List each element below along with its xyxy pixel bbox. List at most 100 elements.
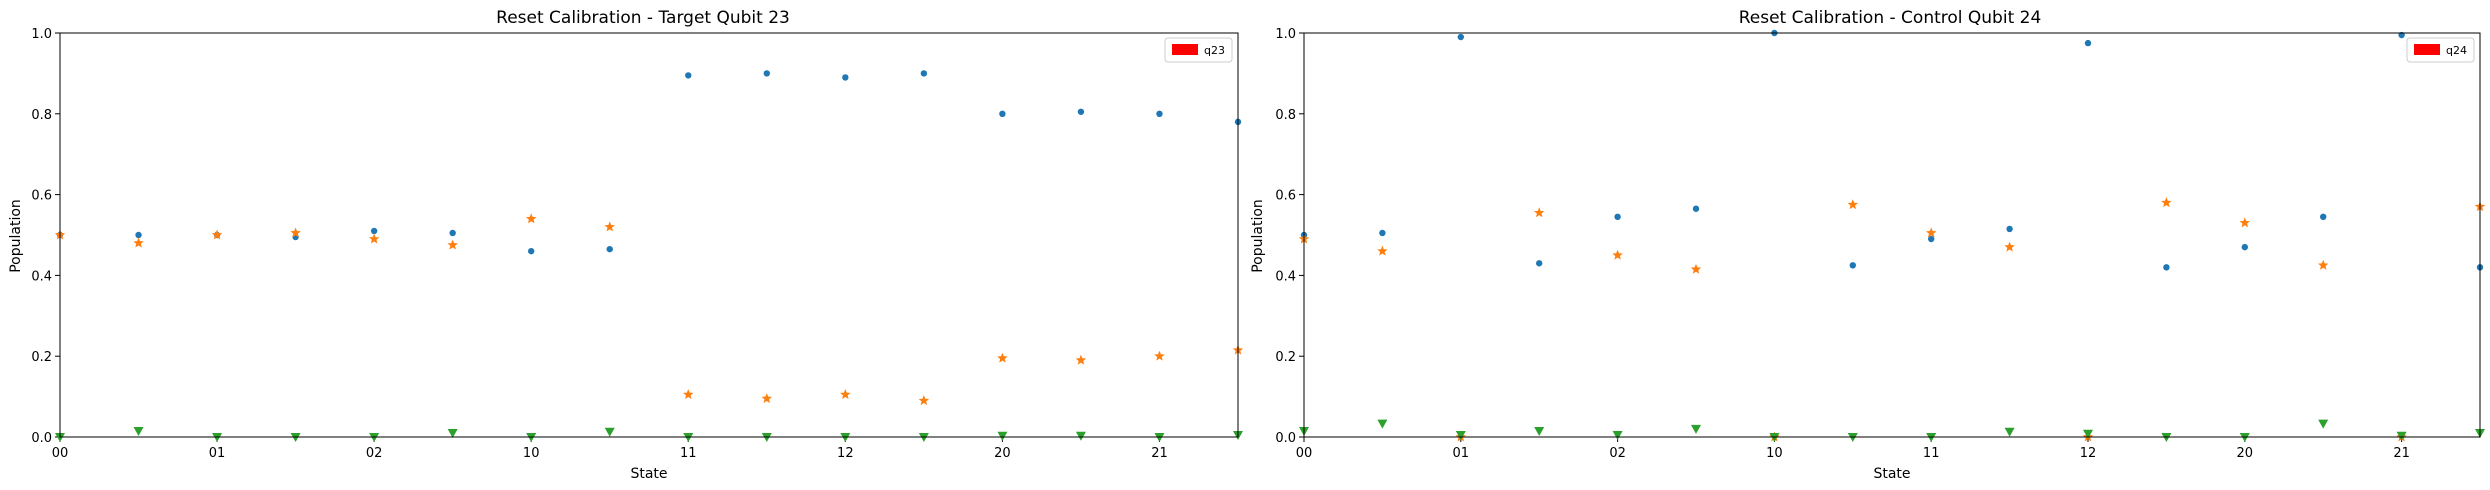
chart-title: Reset Calibration - Control Qubit 24 xyxy=(1739,8,2042,28)
plot-frame xyxy=(1303,32,2481,438)
x-tick-label: 01 xyxy=(1453,446,1470,461)
x-tick-label: 10 xyxy=(523,446,540,461)
data-point-dot xyxy=(920,70,928,77)
data-point-dot xyxy=(606,245,613,253)
y-tick-label: 0.0 xyxy=(31,431,52,446)
data-point-dot xyxy=(1928,235,1935,243)
data-point-star xyxy=(133,237,144,248)
data-points xyxy=(54,70,1244,442)
data-point-star xyxy=(1690,263,1702,274)
x-tick-label: 12 xyxy=(837,446,854,461)
ticks: 00 01 02 10 11 12 20 21 0.0 0.2 0.4 0.6 0.8 1.0 xyxy=(31,27,1167,461)
chart-control-qubit-24: Reset Calibration - Control Qubit 24 Sta… xyxy=(1250,8,2486,482)
data-point-dot xyxy=(1692,205,1700,212)
y-tick-label: 0.2 xyxy=(31,350,52,365)
data-point-dot xyxy=(1457,33,1465,41)
data-point-triangle xyxy=(2396,431,2407,441)
data-point-triangle xyxy=(2004,427,2015,437)
data-point-dot xyxy=(685,72,692,79)
data-point-star xyxy=(1847,199,1859,210)
data-point-dot xyxy=(842,74,849,81)
y-tick-label: 0.8 xyxy=(1275,108,1296,123)
y-tick-label: 0.6 xyxy=(1275,189,1296,204)
legend-patch-q23 xyxy=(1172,44,1198,55)
y-tick-label: 0.6 xyxy=(31,189,52,204)
y-tick-label: 0.2 xyxy=(1275,350,1296,365)
x-tick-label: 02 xyxy=(366,446,383,461)
x-tick-label: 10 xyxy=(1766,446,1783,461)
x-tick-label: 01 xyxy=(209,446,226,461)
data-point-dot xyxy=(1849,262,1857,269)
data-point-triangle xyxy=(447,428,458,438)
x-axis-label: State xyxy=(1873,466,1910,482)
x-tick-label: 12 xyxy=(2080,446,2097,461)
data-point-triangle xyxy=(133,426,144,436)
data-points xyxy=(1298,29,2486,442)
y-tick-label: 0.0 xyxy=(1275,431,1296,446)
data-point-star xyxy=(761,393,773,404)
legend-label-q23: q23 xyxy=(1204,44,1225,57)
data-point-dot xyxy=(2241,243,2248,251)
x-tick-label: 20 xyxy=(2237,446,2254,461)
data-point-dot xyxy=(528,247,535,255)
data-point-star xyxy=(525,213,537,224)
legend-patch-q24 xyxy=(2414,44,2440,55)
y-tick-label: 1.0 xyxy=(31,27,52,42)
data-point-star xyxy=(1377,245,1388,256)
data-point-triangle xyxy=(1534,426,1545,436)
plot-frame xyxy=(59,32,1239,438)
data-point-star xyxy=(1925,227,1937,238)
data-point-dot xyxy=(370,227,378,235)
data-point-triangle xyxy=(1075,431,1086,441)
data-point-dot xyxy=(1077,108,1085,115)
data-point-star xyxy=(683,389,694,400)
chart-title: Reset Calibration - Target Qubit 23 xyxy=(496,8,790,28)
data-point-star xyxy=(2317,259,2329,270)
data-point-dot xyxy=(2163,264,2170,271)
legend: q23 xyxy=(1164,37,1233,63)
data-point-star xyxy=(1075,354,1087,365)
data-point-dot xyxy=(763,70,770,77)
data-point-triangle xyxy=(1377,419,1388,429)
data-point-triangle xyxy=(604,427,615,437)
x-tick-label: 21 xyxy=(2393,446,2410,461)
data-point-dot xyxy=(1536,260,1543,267)
x-tick-label: 00 xyxy=(52,446,69,461)
x-tick-label: 21 xyxy=(1151,446,1168,461)
data-point-star xyxy=(447,239,458,250)
data-point-star xyxy=(840,389,851,400)
data-point-star xyxy=(604,221,615,232)
data-point-star xyxy=(2239,217,2251,228)
chart-target-qubit-23: Reset Calibration - Target Qubit 23 Stat… xyxy=(8,8,1244,482)
data-point-dot xyxy=(449,229,456,237)
data-point-star xyxy=(211,229,223,240)
data-point-star xyxy=(368,233,380,244)
data-point-dot xyxy=(2320,213,2327,221)
data-point-triangle xyxy=(2083,429,2093,439)
x-tick-label: 11 xyxy=(1923,446,1940,461)
data-point-star xyxy=(2161,197,2172,208)
data-point-triangle xyxy=(1691,424,1701,434)
data-point-dot xyxy=(999,110,1006,118)
data-point-dot xyxy=(2084,39,2092,47)
y-tick-label: 0.4 xyxy=(1275,269,1296,284)
data-point-star xyxy=(997,352,1008,363)
data-point-star xyxy=(1154,350,1165,361)
x-axis-label: State xyxy=(630,466,667,482)
data-point-triangle xyxy=(1612,430,1623,440)
x-tick-label: 02 xyxy=(1609,446,1626,461)
y-tick-label: 0.4 xyxy=(31,269,52,284)
data-point-triangle xyxy=(2318,419,2329,429)
data-point-dot xyxy=(1614,213,1621,221)
data-point-star xyxy=(918,395,930,406)
data-point-dot xyxy=(135,231,142,239)
ticks: 00 01 02 10 11 12 20 21 0.0 0.2 0.4 0.6 0.8 1.0 xyxy=(1275,27,2410,461)
y-axis-label: Population xyxy=(1250,199,1266,273)
data-point-dot xyxy=(2006,225,2013,233)
data-point-star xyxy=(2004,241,2015,252)
data-point-dot xyxy=(1379,229,1386,237)
data-point-star xyxy=(290,227,301,238)
y-tick-label: 0.8 xyxy=(31,108,52,123)
y-tick-label: 1.0 xyxy=(1275,27,1296,42)
